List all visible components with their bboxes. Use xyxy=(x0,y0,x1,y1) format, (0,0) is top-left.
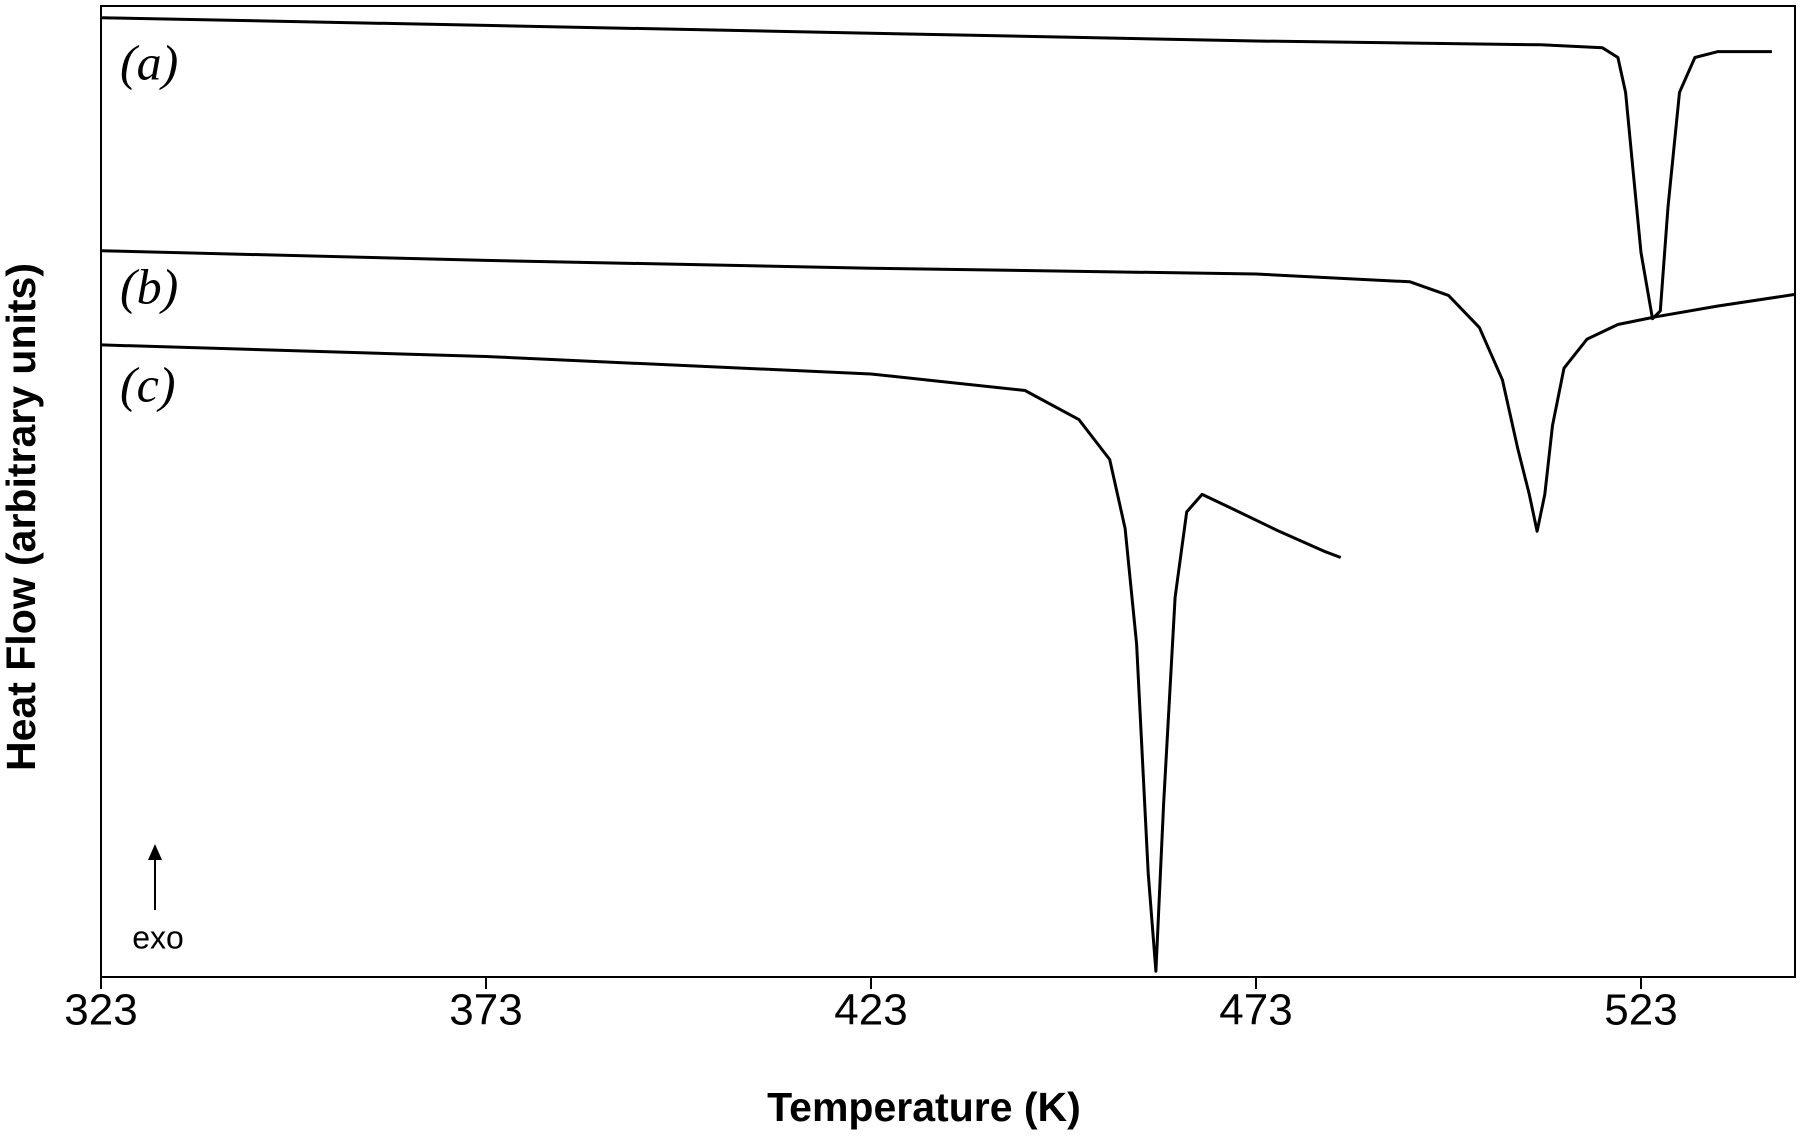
plot-frame xyxy=(100,5,1796,978)
x-tick-label: 523 xyxy=(1604,986,1677,1035)
x-tick-label: 473 xyxy=(1219,986,1292,1035)
x-tick-label: 423 xyxy=(834,986,907,1035)
series-label: (b) xyxy=(120,258,178,314)
series-label: (a) xyxy=(120,34,178,90)
series-line xyxy=(100,16,1772,321)
series-line xyxy=(100,343,1342,973)
series-line xyxy=(100,249,1796,533)
x-tick-label: 373 xyxy=(449,986,522,1035)
series-label: (c) xyxy=(120,356,176,412)
x-tick-label: 323 xyxy=(64,986,137,1035)
y-axis-title: Heat Flow (arbitrary units) xyxy=(0,263,44,771)
exo-arrow-head xyxy=(148,844,162,860)
exo-label: exo xyxy=(132,919,184,955)
x-axis-title: Temperature (K) xyxy=(767,1084,1081,1130)
